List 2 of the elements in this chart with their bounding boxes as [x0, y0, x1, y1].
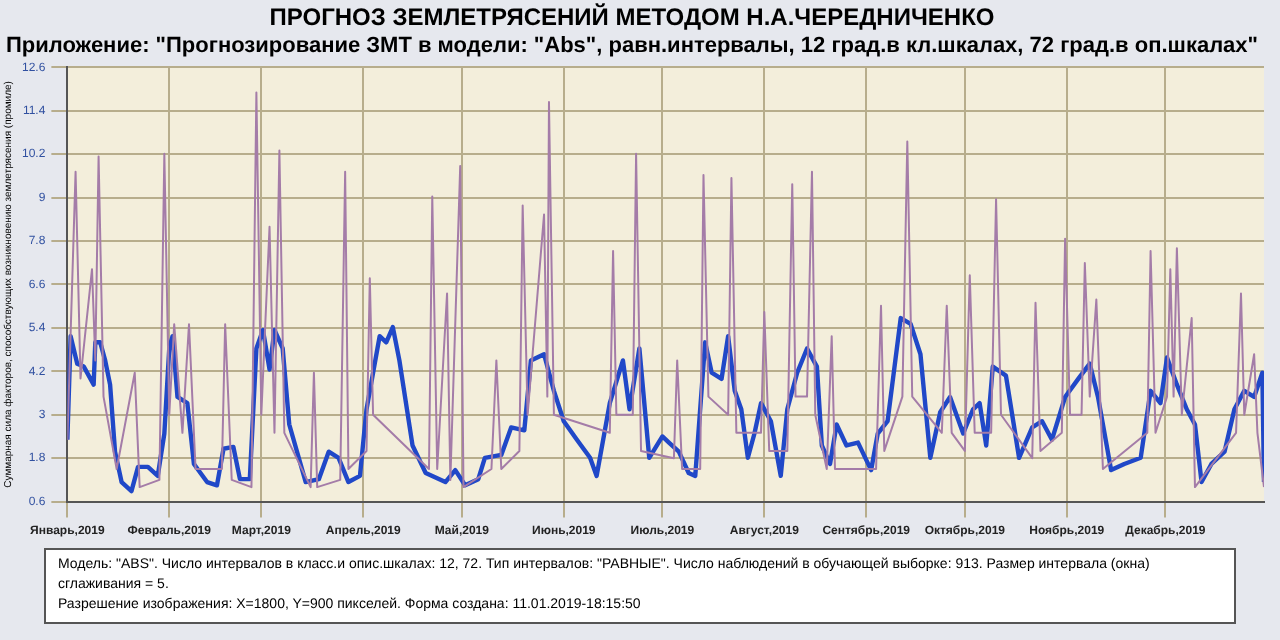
- chart-title: ПРОГНОЗ ЗЕМЛЕТРЯСЕНИЙ МЕТОДОМ Н.А.ЧЕРЕДНИЧЕНКО: [269, 3, 995, 32]
- chart-subtitle: Приложение: "Прогнозирование ЗМТ в модели: "Abs", равн.интервалы, 12 град.в кл.шкалах, 72 град.в оп.шкалах": [5, 34, 1259, 59]
